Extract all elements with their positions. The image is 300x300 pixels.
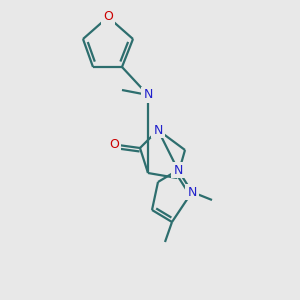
Text: O: O <box>109 139 119 152</box>
Text: N: N <box>143 88 153 101</box>
Text: N: N <box>153 124 163 136</box>
Text: N: N <box>187 185 197 199</box>
Text: N: N <box>173 164 183 176</box>
Text: O: O <box>103 11 113 23</box>
